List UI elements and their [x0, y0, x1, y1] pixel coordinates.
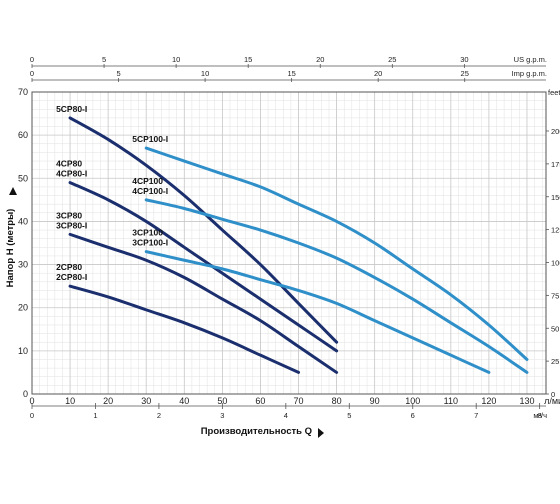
m3h-tick-label: 7: [474, 411, 478, 420]
x-tick-label: 120: [481, 396, 496, 406]
x-tick-label: 40: [179, 396, 189, 406]
x-tick-label: 10: [65, 396, 75, 406]
series-curve-2cp80: [68, 284, 301, 374]
plot-background: [32, 92, 546, 394]
m3h-tick-label: 1: [93, 411, 97, 420]
series-label-3cp100: 3CP100: [132, 228, 163, 238]
m3h-tick-label: 8: [538, 411, 542, 420]
y-tick-label: 20: [18, 303, 28, 313]
feet-tick-label: 75: [551, 291, 559, 300]
top-axis-unit-label: Imp g.p.m.: [512, 69, 547, 78]
series-label-4cp100: 4CP100: [132, 176, 163, 186]
m3h-tick-label: 2: [157, 411, 161, 420]
top-axis-tick-label: 0: [30, 55, 34, 64]
y-tick-label: 70: [18, 87, 28, 97]
series-label-3cp100-i: 3CP100-I: [132, 238, 168, 248]
x-unit-label: л/мин: [544, 396, 560, 406]
x-tick-label: 100: [405, 396, 420, 406]
series-curve-4cp80: [68, 181, 339, 353]
x-tick-label: 0: [29, 396, 34, 406]
x-axis-arrow-icon: [318, 428, 324, 438]
m3h-tick-label: 5: [347, 411, 351, 420]
series-curve-3cp100: [144, 250, 491, 374]
m3h-tick-label: 4: [284, 411, 288, 420]
top-axis-tick-label: 15: [287, 69, 295, 78]
series-label-5cp80-i: 5CP80-I: [56, 104, 87, 114]
series-label-4cp100-i: 4CP100-I: [132, 186, 168, 196]
top-axis-tick-label: 5: [102, 55, 106, 64]
series-curves: [68, 116, 529, 374]
feet-tick-label: 175: [551, 160, 560, 169]
x-axis-title: Производительность Q: [201, 426, 312, 437]
series-curve-4cp100: [144, 198, 529, 374]
x-tick-label: 130: [519, 396, 534, 406]
top-axis-tick-label: 15: [244, 55, 252, 64]
series-label-5cp100-i: 5CP100-I: [132, 134, 168, 144]
series-label-4cp80-i: 4CP80-I: [56, 169, 87, 179]
feet-tick-label: 125: [551, 226, 560, 235]
top-axis-unit-label: US g.p.m.: [514, 55, 547, 64]
top-axis-tick-label: 25: [461, 69, 469, 78]
y-axis-title: Напор H (метры): [5, 209, 16, 288]
top-axis-tick-label: 20: [316, 55, 324, 64]
top-axis-tick-label: 20: [374, 69, 382, 78]
x-tick-label: 50: [217, 396, 227, 406]
x-tick-label: 90: [370, 396, 380, 406]
y-axis-arrow-icon: [9, 187, 17, 195]
y-tick-label: 40: [18, 216, 28, 226]
x-tick-label: 110: [444, 396, 458, 406]
y-tick-label: 30: [18, 260, 28, 270]
m3h-tick-label: 3: [220, 411, 224, 420]
y-tick-label: 10: [18, 346, 28, 356]
feet-tick-label: 50: [551, 324, 559, 333]
top-axis-tick-label: 10: [201, 69, 209, 78]
feet-tick-label: 0: [551, 390, 555, 399]
series-label-2cp80: 2CP80: [56, 262, 82, 272]
y-tick-label: 60: [18, 130, 28, 140]
x-tick-label: 80: [332, 396, 342, 406]
plot-frame: [31, 91, 547, 395]
feet-tick-label: 200: [551, 127, 560, 136]
feet-tick-label: 25: [551, 357, 559, 366]
feet-tick-label: 150: [551, 193, 560, 202]
series-label-3cp80-i: 3CP80-I: [56, 220, 87, 230]
top-axis-tick-label: 25: [388, 55, 396, 64]
x-tick-label: 30: [141, 396, 151, 406]
top-axis-tick-label: 10: [172, 55, 180, 64]
m3h-unit-label: м³/ч: [533, 411, 547, 420]
m3h-tick-label: 6: [411, 411, 415, 420]
series-curve-3cp80: [68, 232, 339, 374]
grid: [31, 91, 546, 395]
feet-tick-label: 100: [551, 259, 560, 268]
m3h-tick-label: 0: [30, 411, 34, 420]
series-curve-5cp100-i: [144, 146, 529, 361]
top-axis-tick-label: 0: [30, 69, 34, 78]
x-tick-label: 70: [294, 396, 304, 406]
y-tick-label: 50: [18, 173, 28, 183]
x-tick-label: 20: [103, 396, 113, 406]
y-tick-label: 0: [23, 389, 28, 399]
top-axis-tick-label: 5: [116, 69, 120, 78]
feet-unit-label: feet: [548, 88, 560, 97]
x-tick-label: 60: [255, 396, 265, 406]
series-label-2cp80-i: 2CP80-I: [56, 272, 87, 282]
series-label-3cp80: 3CP80: [56, 210, 82, 220]
top-axis-tick-label: 30: [460, 55, 468, 64]
series-label-4cp80: 4CP80: [56, 159, 82, 169]
